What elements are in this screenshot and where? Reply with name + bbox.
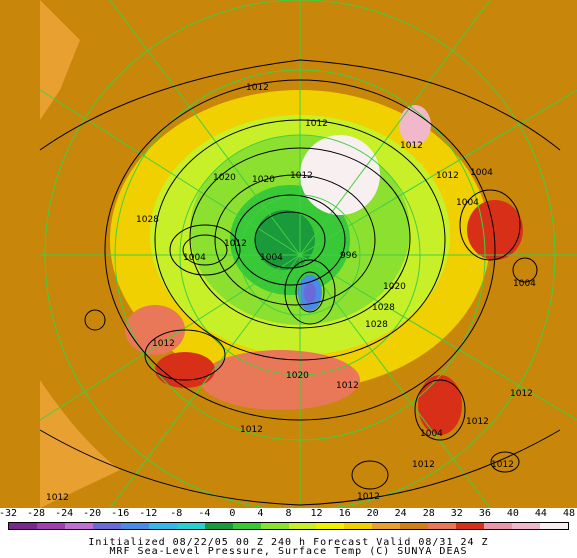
pressure-label: 1012 (336, 381, 359, 391)
pressure-label: 1012 (240, 425, 263, 435)
pressure-label: 1012 (400, 141, 423, 151)
scale-tick-label: 8 (285, 508, 292, 519)
scale-swatch (512, 523, 541, 529)
pressure-label: 996 (340, 251, 357, 261)
scale-tick-label: 32 (450, 508, 463, 519)
pressure-label: 1012 (305, 119, 328, 129)
scale-swatch (176, 523, 205, 529)
warm-band-top (40, 0, 80, 120)
orange-zone-south (200, 350, 360, 410)
pressure-label: 1012 (246, 83, 269, 93)
pressure-label: 1004 (420, 429, 443, 439)
greenland-ice (300, 135, 380, 215)
pressure-label: 1020 (213, 173, 236, 183)
scale-swatch (540, 523, 569, 529)
warm-band-left (40, 380, 120, 508)
scale-tick-label: 40 (506, 508, 519, 519)
pressure-label: 1004 (513, 279, 536, 289)
scale-swatch (428, 523, 457, 529)
scale-swatch (120, 523, 149, 529)
scale-tick-label: 44 (534, 508, 547, 519)
pressure-label: 1004 (183, 253, 206, 263)
scale-swatch (232, 523, 261, 529)
scale-swatch (260, 523, 289, 529)
pressure-label: 1012 (46, 493, 69, 503)
scale-swatch (316, 523, 345, 529)
pressure-label: 1012 (412, 460, 435, 470)
scale-swatch (400, 523, 429, 529)
pressure-label: 1028 (136, 215, 159, 225)
pressure-label: 1012 (152, 339, 175, 349)
warm-zone-west (125, 305, 185, 355)
scale-swatches (8, 522, 569, 530)
scale-tick-label: -28 (27, 508, 46, 519)
pressure-label: 1012 (290, 171, 313, 181)
scale-swatch (64, 523, 93, 529)
pink-zone-northeast (399, 105, 431, 145)
scale-tick-label: 24 (394, 508, 407, 519)
scale-tick-label: 16 (338, 508, 351, 519)
hot-spot-southwest (155, 352, 215, 388)
pressure-label: 1012 (357, 492, 380, 502)
scale-tick-label: 36 (478, 508, 491, 519)
scale-tick-label: -24 (55, 508, 74, 519)
map-caption: Initialized 08/22/05 00 Z 240 h Forecast… (0, 538, 577, 558)
scale-tick-label: 12 (310, 508, 323, 519)
pressure-label: 1012 (510, 389, 533, 399)
scale-tick-label: 28 (422, 508, 435, 519)
caption-line-2: MRF Sea-Level Pressure, Surface Temp (C)… (109, 546, 468, 557)
scale-tick-label: 20 (366, 508, 379, 519)
pressure-label: 1028 (372, 303, 395, 313)
scale-swatch (456, 523, 485, 529)
scale-swatch (92, 523, 121, 529)
isobars (39, 59, 561, 506)
pressure-label: 1004 (456, 198, 479, 208)
scale-swatch (36, 523, 65, 529)
pressure-label: 1012 (491, 460, 514, 470)
scale-tick-label: 4 (257, 508, 264, 519)
temperature-scale: -32 -28 -24 -20 -16 -12 -8 -4 0 4 8 12 16 20 24 28 32 36 4… (0, 508, 577, 538)
pressure-label: 1028 (365, 320, 388, 330)
pressure-label: 1012 (466, 417, 489, 427)
pressure-label: 1004 (260, 253, 283, 263)
scale-tick-label: 0 (229, 508, 236, 519)
pressure-label: 1020 (252, 175, 275, 185)
scale-swatch (372, 523, 401, 529)
graticule (39, 0, 577, 508)
scale-swatch (204, 523, 233, 529)
scale-swatch (9, 523, 37, 529)
scale-swatch (484, 523, 513, 529)
pressure-label: 1020 (383, 282, 406, 292)
pressure-label: 1004 (470, 168, 493, 178)
scale-tick-label: 48 (562, 508, 576, 519)
scale-swatch (344, 523, 373, 529)
scale-tick-label: -8 (170, 508, 183, 519)
scale-tick-label: -4 (198, 508, 211, 519)
pressure-label: 1012 (436, 171, 459, 181)
cold-core (304, 283, 316, 303)
scale-swatch (288, 523, 317, 529)
hot-spot-southeast (418, 375, 462, 435)
scale-swatch (148, 523, 177, 529)
forecast-map: 1012 1012 1012 1020 1020 1012 1028 1012 … (0, 0, 577, 508)
scale-tick-label: -16 (111, 508, 130, 519)
caption-line-1: Initialized 08/22/05 00 Z 240 h Forecast… (88, 537, 489, 548)
scale-tick-label: -32 (0, 508, 18, 519)
scale-tick-label: -12 (139, 508, 158, 519)
pressure-labels: 1012 1012 1012 1020 1020 1012 1028 1012 … (46, 83, 536, 503)
pressure-label: 1020 (286, 371, 309, 381)
scale-tick-label: -20 (83, 508, 102, 519)
pressure-label: 1012 (224, 239, 247, 249)
